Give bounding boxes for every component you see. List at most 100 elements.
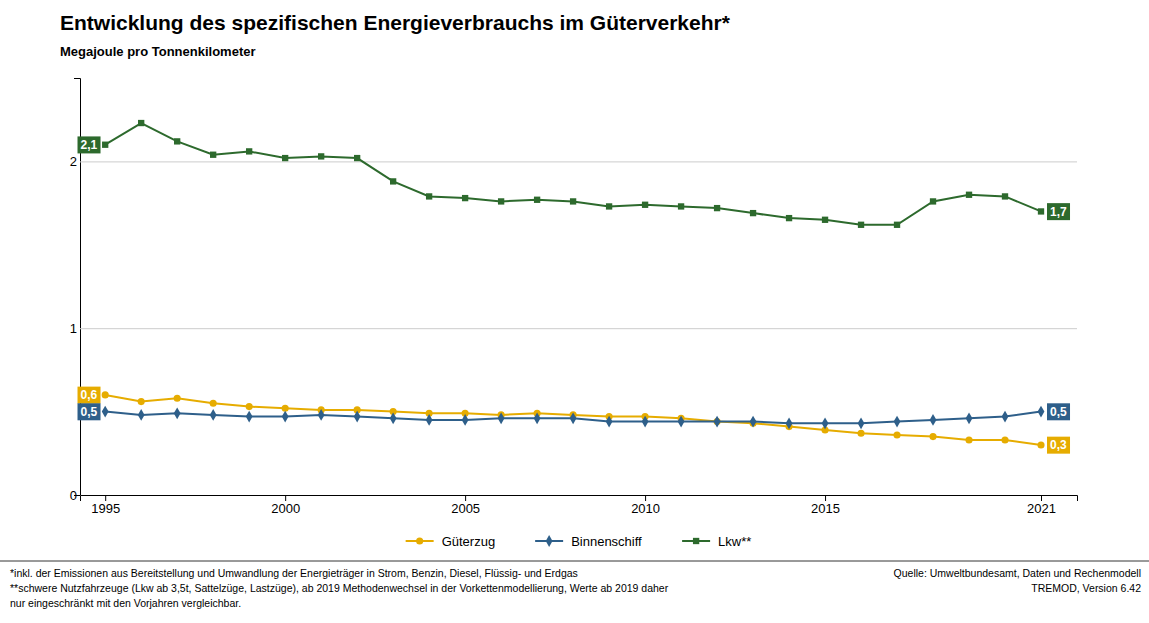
series-marker <box>929 433 936 440</box>
series-marker <box>786 215 792 221</box>
y-tick: 0 <box>70 488 1077 503</box>
footnote: **schwere Nutzfahrzeuge (Lkw ab 3,5t, Sa… <box>10 582 669 594</box>
series-marker <box>318 409 325 421</box>
x-axis-line <box>81 496 1078 502</box>
footnote: *inkl. der Emissionen aus Bereitstellung… <box>10 567 578 579</box>
x-tick-label: 1995 <box>91 501 120 516</box>
value-labels: 0,60,30,50,52,11,7 <box>78 136 1071 453</box>
series-marker <box>750 416 757 428</box>
series-marker <box>678 203 684 209</box>
series-marker <box>930 414 937 426</box>
value-label-box <box>78 136 101 153</box>
value-label-box <box>1047 203 1070 220</box>
footnote: nur eingeschränkt mit den Vorjahren verg… <box>10 597 241 609</box>
series-marker <box>606 416 613 428</box>
legend-item: Güterzug <box>406 534 495 549</box>
series-marker <box>138 398 145 405</box>
series-marker <box>354 411 361 423</box>
series-marker <box>534 412 541 424</box>
x-tick-label: 2015 <box>811 501 840 516</box>
series-marker <box>894 222 900 228</box>
series-marker <box>534 197 540 203</box>
series-marker <box>174 138 180 144</box>
legend-item: Lkw** <box>682 534 751 549</box>
series-line <box>105 412 1041 424</box>
series-marker <box>390 412 397 424</box>
grid-line <box>80 328 1077 329</box>
series-marker <box>678 416 685 428</box>
data <box>102 120 1045 449</box>
tick-mark <box>105 495 106 501</box>
series-marker <box>570 198 576 204</box>
series-marker <box>498 412 505 424</box>
series-marker <box>354 155 360 161</box>
series-marker <box>1038 406 1045 418</box>
series-marker <box>822 217 828 223</box>
series-marker <box>138 409 145 421</box>
series-marker <box>138 120 144 126</box>
series-marker <box>246 403 253 410</box>
value-label: 1,7 <box>1047 203 1070 220</box>
value-label-box <box>1047 437 1070 454</box>
tick-mark <box>285 495 286 501</box>
series-marker <box>786 417 793 429</box>
series-marker <box>606 203 612 209</box>
series-marker <box>714 205 720 211</box>
series-marker <box>858 417 865 429</box>
series-marker <box>966 192 972 198</box>
series-marker <box>857 430 864 437</box>
chart: Entwicklung des spezifischen Energieverb… <box>0 0 1149 623</box>
x-tick: 2015 <box>811 495 840 516</box>
series-marker <box>714 416 721 428</box>
series-marker <box>570 412 577 424</box>
series-marker <box>1001 436 1008 443</box>
y-tick-label: 1 <box>70 321 77 336</box>
series-marker <box>750 210 756 216</box>
legend-marker <box>693 538 699 544</box>
x-tick-label: 2005 <box>451 501 480 516</box>
value-label-text: 0,5 <box>81 405 98 419</box>
series-marker <box>462 414 469 426</box>
x-tick: 1995 <box>91 495 120 516</box>
value-label: 0,3 <box>1047 437 1070 454</box>
legend: Güterzug Binnenschiff Lkw** <box>406 534 752 549</box>
x-tick: 2021 <box>1027 495 1056 516</box>
series-marker <box>1002 193 1008 199</box>
x-tick: 2000 <box>271 495 300 516</box>
series-marker <box>930 198 936 204</box>
series-marker <box>426 414 433 426</box>
series-marker <box>858 222 864 228</box>
series-marker <box>642 416 649 428</box>
tick-mark <box>465 495 466 501</box>
series-marker <box>282 155 288 161</box>
tick-mark <box>1041 495 1042 501</box>
legend-item: Binnenschiff <box>535 534 642 549</box>
series-marker <box>246 148 252 154</box>
legend-label: Güterzug <box>442 534 495 549</box>
series-marker <box>1038 208 1044 214</box>
value-label: 0,5 <box>78 403 101 420</box>
plot: 0121995200020052010201520210,60,30,50,52… <box>70 79 1078 517</box>
series-marker <box>893 431 900 438</box>
series-marker <box>642 202 648 208</box>
legend-label: Lkw** <box>718 534 751 549</box>
y-tick: 2 <box>70 154 1077 169</box>
series-marker <box>894 416 901 428</box>
footnotes: *inkl. der Emissionen aus Bereitstellung… <box>10 567 1141 609</box>
series-marker <box>1037 441 1044 448</box>
value-label: 0,6 <box>78 387 101 404</box>
value-label-text: 1,7 <box>1050 205 1067 219</box>
y-axis: 0 1 2 <box>70 79 1077 503</box>
series-marker <box>462 195 468 201</box>
legend-label: Binnenschiff <box>571 534 642 549</box>
title: Entwicklung des spezifischen Energieverb… <box>60 11 731 34</box>
value-label: 2,1 <box>78 136 101 153</box>
series-marker <box>210 152 216 158</box>
x-tick: 2010 <box>631 495 660 516</box>
series-marker <box>390 178 396 184</box>
value-label-text: 0,6 <box>81 388 98 402</box>
y-tick-label: 0 <box>70 488 77 503</box>
value-label-text: 0,3 <box>1050 438 1067 452</box>
series-marker <box>210 400 217 407</box>
value-label-box <box>78 403 101 420</box>
